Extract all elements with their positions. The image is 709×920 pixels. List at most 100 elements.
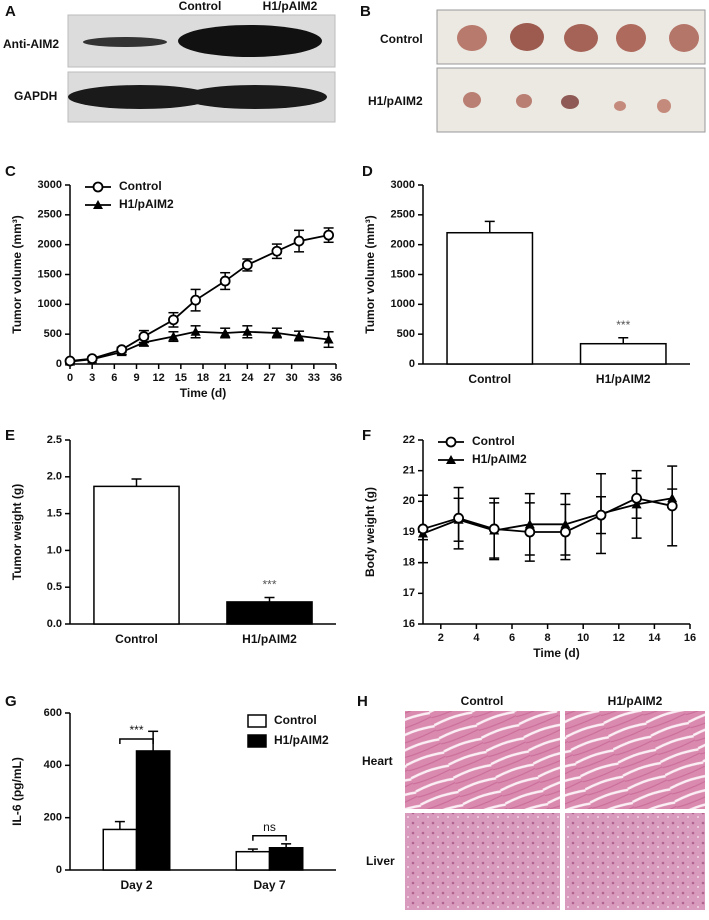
marker [560,519,571,529]
panel-letter: B [360,3,371,20]
y-tick-label: 2.5 [47,434,62,446]
x-tick-label: 4 [473,632,480,644]
y-axis-label: IL-6 (pg/mL) [10,757,24,826]
x-tick-label: 6 [509,632,515,644]
y-tick-label: 1000 [38,298,62,310]
tumor [457,25,487,51]
tumor-photos: Control H1/pAIM2 [368,9,706,133]
y-tick-label: 1.0 [47,544,62,556]
marker [453,512,465,524]
marker [168,314,179,326]
marker [323,334,334,344]
significance: *** [129,723,143,737]
marker [271,245,283,257]
legend-label: Control [119,179,162,193]
band [83,37,167,47]
x-tick-label: 15 [175,372,187,384]
band [68,85,212,109]
marker [666,500,678,512]
marker [631,492,642,504]
panel-letter: A [5,3,16,20]
y-tick-label: 0.5 [47,581,62,593]
y-tick-label: 21 [403,465,415,477]
marker [190,326,201,336]
x-tick-label: 8 [545,632,551,644]
legend-marker [445,436,457,448]
y-tick-label: 200 [44,812,62,824]
y-tick-label: 500 [44,328,62,340]
band [178,25,322,57]
x-tick-label: 21 [219,372,231,384]
y-axis-label: Tumor weight (g) [10,484,24,580]
legend-swatch [247,734,267,748]
significance: *** [616,318,630,332]
marker [524,519,535,529]
y-tick-label: 18 [403,557,415,569]
row-label: H1/pAIM2 [368,94,423,108]
marker [293,235,305,247]
tumor [614,101,626,111]
y-tick-label: 2500 [391,209,415,221]
x-tick-label: 2 [438,632,444,644]
x-tick-label: 24 [241,372,254,384]
y-tick-label: 0 [56,358,62,370]
series-line [422,497,673,533]
column-label: H1/pAIM2 [608,694,663,708]
y-tick-label: 1.5 [47,508,62,520]
row-label: Control [380,32,423,46]
x-tick-label: Control [115,632,158,646]
x-tick-label: Day 7 [253,878,285,892]
row-label: Liver [366,854,395,868]
y-axis-label: Tumor volume (mm³) [363,215,377,333]
marker [417,523,429,535]
row-label: GAPDH [14,89,57,103]
x-tick-label: 33 [308,372,320,384]
x-tick-label: 10 [577,632,589,644]
histology-image [565,813,705,910]
x-tick-label: 16 [684,632,696,644]
y-tick-label: 3000 [391,179,415,191]
x-tick-label: 12 [153,372,165,384]
marker [168,331,179,341]
x-tick-label: 3 [89,372,95,384]
bracket [119,738,154,744]
bar [235,850,271,871]
y-tick-label: 1000 [391,298,415,310]
y-tick-label: 3000 [38,179,62,191]
legend-label: Control [274,713,317,727]
legend-swatch [247,714,267,728]
x-tick-label: 0 [67,372,73,384]
y-tick-label: 0 [409,358,415,370]
marker [64,355,76,367]
marker [86,353,98,365]
y-tick-label: 2500 [38,209,62,221]
marker [595,509,607,521]
bar [102,828,138,871]
column-label: H1/pAIM2 [263,0,318,13]
panel-letter: G [5,693,17,710]
significance: *** [262,578,276,592]
bar [579,342,667,365]
x-axis-label: Time (d) [533,646,579,660]
marker [524,526,536,538]
y-tick-label: 0.0 [47,618,62,630]
marker [138,331,150,342]
y-tick-label: 2000 [38,239,62,251]
panel-letter: C [5,163,16,180]
histology-image [405,711,560,809]
panel-letter: H [357,693,368,710]
y-tick-label: 400 [44,759,62,771]
legend-marker [92,181,104,193]
y-tick-label: 16 [403,618,415,630]
histology-image [405,813,560,910]
y-tick-label: 22 [403,434,415,446]
legend-label: H1/pAIM2 [119,197,174,211]
bar [135,750,171,871]
x-tick-label: 12 [613,632,625,644]
x-tick-label: 9 [133,372,139,384]
tumor [561,95,579,109]
column-label: Control [461,694,504,708]
y-tick-label: 19 [403,526,415,538]
marker [560,526,571,538]
row-label: Anti-AIM2 [3,37,59,51]
